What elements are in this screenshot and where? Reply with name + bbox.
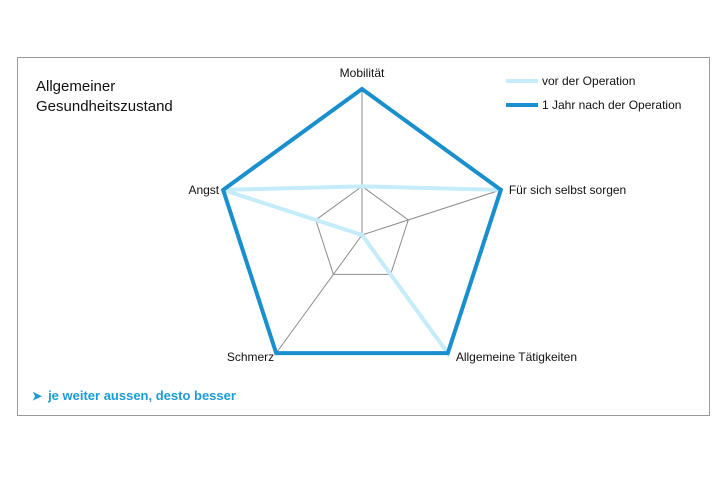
category-label-4: Angst	[188, 183, 219, 197]
axis-spoke-3	[275, 234, 363, 354]
grid-ring-2	[315, 185, 409, 275]
legend-item-before: vor der Operation	[506, 69, 681, 93]
hint-text: je weiter aussen, desto besser	[48, 388, 236, 403]
hint-note: ➤ je weiter aussen, desto besser	[32, 388, 236, 403]
legend-swatch-before	[506, 79, 538, 83]
category-label-0: Mobilität	[340, 66, 385, 80]
category-label-3: Schmerz	[227, 350, 274, 364]
right-triangle-icon: ➤	[32, 388, 43, 403]
title-line-2: Gesundheitszustand	[36, 98, 173, 115]
legend: vor der Operation 1 Jahr nach der Operat…	[506, 69, 681, 117]
legend-swatch-after	[506, 103, 538, 107]
legend-label-after: 1 Jahr nach der Operation	[542, 98, 682, 112]
legend-item-after: 1 Jahr nach der Operation	[506, 93, 681, 117]
chart-title: Allgemeiner Gesundheitszustand	[36, 77, 236, 117]
axis-spoke-1	[361, 189, 502, 236]
category-label-2: Allgemeine Tätigkeiten	[456, 350, 577, 364]
series-line-1	[220, 86, 504, 356]
series-line-0	[222, 184, 504, 358]
category-label-1: Für sich selbst sorgen	[509, 183, 626, 197]
title-line-1: Allgemeiner	[36, 78, 116, 95]
legend-label-before: vor der Operation	[542, 74, 636, 88]
